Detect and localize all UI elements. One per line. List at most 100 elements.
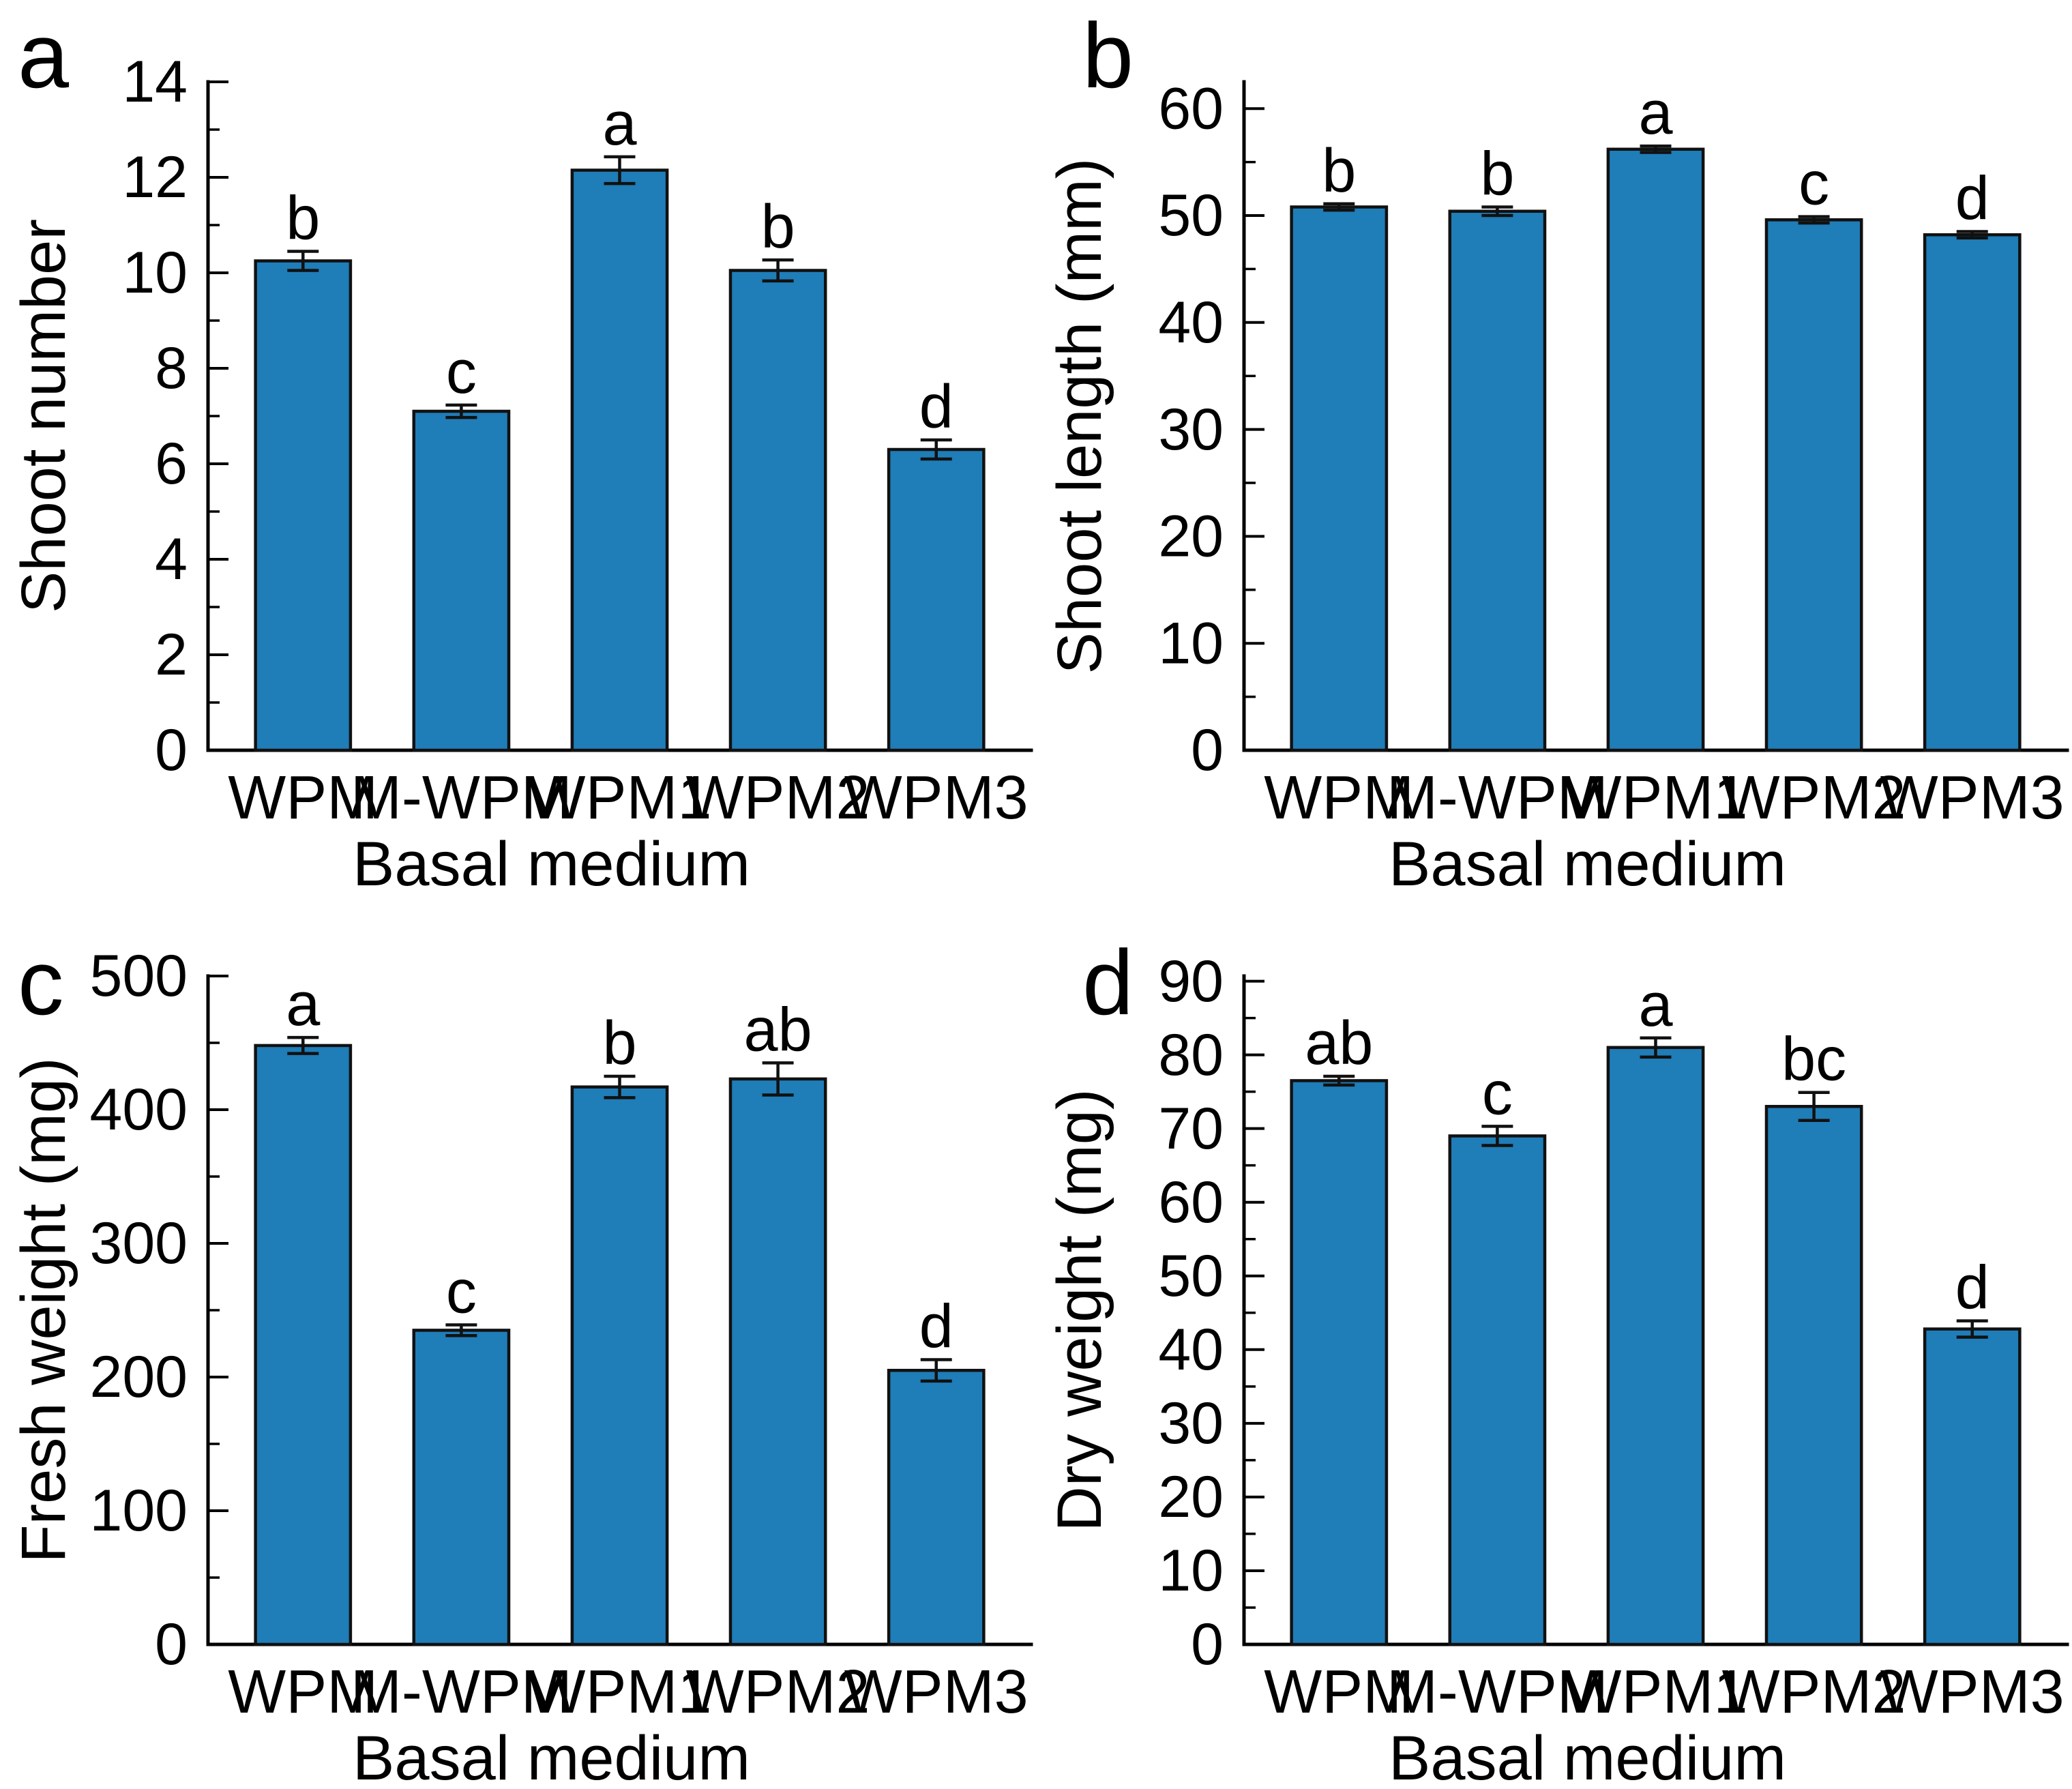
bar-WPM3 xyxy=(887,447,986,752)
sig-letter-WPM3: d xyxy=(919,373,953,441)
sig-letter-M-WPM: c xyxy=(446,338,477,406)
panel-letter-d: d xyxy=(1082,931,1134,1034)
shoot-number-bar-chart: 0 2 4 6 8 10 12 14 b WPM c M-WPM a WPM1 b WPM2 d WPM3 Basa… xyxy=(9,49,1033,899)
y-tick-label: 0 xyxy=(1191,1612,1224,1677)
sig-letter-WPM: a xyxy=(286,971,321,1039)
sig-letter-WPM1: a xyxy=(602,90,637,158)
y-tick-label: 400 xyxy=(90,1077,188,1142)
x-axis-title: Basal medium xyxy=(1389,829,1786,899)
sig-letter-WPM1: a xyxy=(1638,79,1673,147)
x-tick-label-WPM: WPM xyxy=(228,1658,378,1726)
panel-a: 0 2 4 6 8 10 12 14 b WPM c M-WPM a WPM1 b WPM2 d WPM3 Basa… xyxy=(0,0,1036,899)
bar-WPM1 xyxy=(570,168,669,752)
y-tick-label: 90 xyxy=(1158,949,1224,1014)
bar-WPM xyxy=(254,259,353,752)
x-tick-label-WPM3: WPM3 xyxy=(1880,764,2064,832)
y-tick-label: 40 xyxy=(1158,1317,1224,1383)
x-tick-label-WPM3: WPM3 xyxy=(844,1658,1028,1726)
y-tick-label: 60 xyxy=(1158,76,1224,141)
bar-WPM2 xyxy=(728,1077,827,1646)
y-tick-label: 20 xyxy=(1158,1464,1224,1530)
bar-WPM2 xyxy=(728,269,827,752)
y-tick-label: 30 xyxy=(1158,1391,1224,1456)
x-tick-label-WPM: WPM xyxy=(1264,764,1414,832)
panel-c: 0 100 200 300 400 500 a WPM c M-WPM b WPM1 ab WPM2 d WP… xyxy=(0,894,1036,1789)
y-tick-label: 500 xyxy=(90,943,188,1009)
sig-letter-WPM3: d xyxy=(1955,165,1989,233)
sig-letter-WPM1: b xyxy=(602,1009,636,1078)
y-tick-label: 2 xyxy=(155,622,188,687)
bar-WPM1 xyxy=(570,1085,669,1646)
y-tick-label: 10 xyxy=(1158,610,1224,676)
x-tick-label-WPM2: WPM2 xyxy=(686,1658,870,1726)
bar-WPM3 xyxy=(1923,1327,2022,1646)
x-tick-label-M-WPM: M-WPM xyxy=(1387,1658,1608,1726)
bar-M-WPM xyxy=(1448,1134,1547,1646)
y-tick-label: 0 xyxy=(155,718,188,783)
y-tick-label: 70 xyxy=(1158,1096,1224,1162)
x-tick-label-M-WPM: M-WPM xyxy=(351,764,572,832)
y-tick-label: 0 xyxy=(1191,718,1224,783)
x-tick-label-WPM3: WPM3 xyxy=(844,764,1028,832)
sig-letter-WPM2: bc xyxy=(1781,1026,1846,1094)
x-tick-label-M-WPM: M-WPM xyxy=(351,1658,572,1726)
x-axis-title: Basal medium xyxy=(353,829,750,899)
y-tick-label: 60 xyxy=(1158,1170,1224,1235)
bar-WPM xyxy=(1290,1079,1389,1646)
x-tick-label-WPM2: WPM2 xyxy=(1722,764,1906,832)
y-tick-label: 80 xyxy=(1158,1022,1224,1088)
x-tick-label-WPM3: WPM3 xyxy=(1880,1658,2064,1726)
sig-letter-WPM3: d xyxy=(1955,1254,1989,1322)
y-axis-title: Shoot length (mm) xyxy=(1045,158,1114,675)
x-tick-label-WPM: WPM xyxy=(1264,1658,1414,1726)
x-tick-label-M-WPM: M-WPM xyxy=(1387,764,1608,832)
bar-WPM2 xyxy=(1764,218,1863,752)
sig-letter-WPM3: d xyxy=(919,1293,953,1361)
y-tick-label: 30 xyxy=(1158,397,1224,462)
x-tick-label-WPM1: WPM1 xyxy=(528,1658,712,1726)
y-tick-label: 20 xyxy=(1158,504,1224,570)
y-axis-title: Dry weight (mg) xyxy=(1045,1089,1114,1531)
y-tick-label: 4 xyxy=(155,527,188,592)
x-tick-label-WPM2: WPM2 xyxy=(686,764,870,832)
dry-weight-bar-chart: 0 10 20 30 40 50 60 70 80 90 ab WPM c M-WPM a WPM1 bc WPM… xyxy=(1045,949,2069,1789)
y-tick-label: 50 xyxy=(1158,183,1224,248)
x-tick-label-WPM1: WPM1 xyxy=(528,764,712,832)
sig-letter-WPM2: ab xyxy=(744,996,812,1064)
panel-d: 0 10 20 30 40 50 60 70 80 90 ab WPM c M-WPM a WPM1 bc WPM… xyxy=(1036,894,2072,1789)
bar-M-WPM xyxy=(412,409,511,752)
y-tick-label: 40 xyxy=(1158,290,1224,355)
y-tick-label: 100 xyxy=(90,1478,188,1543)
bar-WPM3 xyxy=(887,1368,986,1646)
panel-letter-b: b xyxy=(1082,4,1134,107)
bar-WPM1 xyxy=(1606,147,1705,752)
sig-letter-WPM: b xyxy=(1322,137,1356,205)
bar-WPM xyxy=(254,1044,353,1646)
x-axis-title: Basal medium xyxy=(353,1724,750,1789)
y-tick-label: 14 xyxy=(122,49,188,115)
sig-letter-WPM2: b xyxy=(761,193,795,261)
y-tick-label: 300 xyxy=(90,1211,188,1276)
bar-M-WPM xyxy=(1448,209,1547,752)
y-tick-label: 10 xyxy=(122,240,188,306)
x-axis-title: Basal medium xyxy=(1389,1724,1786,1789)
panel-letter-c: c xyxy=(18,931,64,1034)
x-tick-label-WPM1: WPM1 xyxy=(1564,1658,1748,1726)
y-axis-title: Shoot number xyxy=(9,219,78,613)
x-tick-label-WPM: WPM xyxy=(228,764,378,832)
y-tick-label: 6 xyxy=(155,431,188,497)
sig-letter-WPM: ab xyxy=(1305,1009,1373,1078)
sig-letter-WPM2: c xyxy=(1799,150,1829,218)
sig-letter-M-WPM: b xyxy=(1480,140,1514,208)
sig-letter-WPM: b xyxy=(286,185,320,253)
y-tick-label: 8 xyxy=(155,336,188,401)
bar-M-WPM xyxy=(412,1329,511,1646)
shoot-length-bar-chart: 0 10 20 30 40 50 60 b WPM b M-WPM a WPM1 c WPM2 d WPM3 Ba… xyxy=(1045,76,2069,899)
bar-WPM3 xyxy=(1923,233,2022,752)
sig-letter-M-WPM: c xyxy=(446,1258,477,1327)
x-tick-label-WPM1: WPM1 xyxy=(1564,764,1748,832)
y-tick-label: 10 xyxy=(1158,1538,1224,1603)
x-tick-label-WPM2: WPM2 xyxy=(1722,1658,1906,1726)
sig-letter-M-WPM: c xyxy=(1482,1059,1513,1127)
